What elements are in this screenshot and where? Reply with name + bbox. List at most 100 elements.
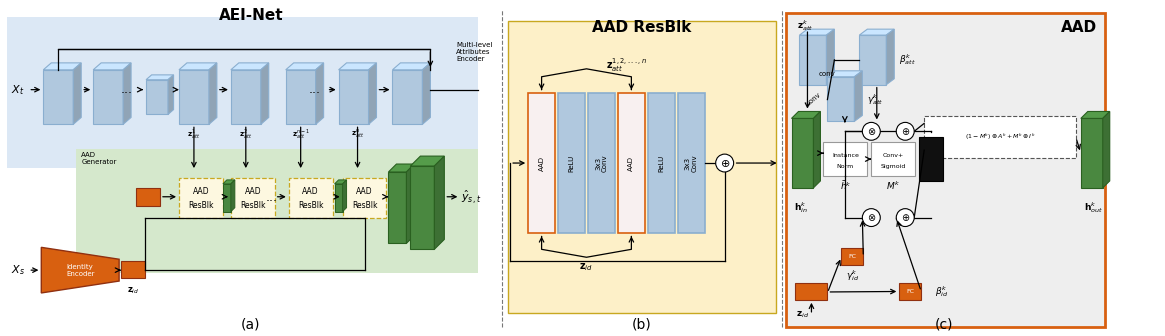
Text: ResBlk: ResBlk [352,201,377,210]
FancyBboxPatch shape [508,21,776,313]
FancyBboxPatch shape [231,178,275,218]
Polygon shape [285,70,316,124]
Polygon shape [73,63,82,124]
Polygon shape [41,247,119,293]
Polygon shape [410,156,444,166]
Text: FC: FC [906,289,915,294]
Text: $X_s$: $X_s$ [12,263,26,277]
Text: Norm: Norm [836,164,854,169]
Polygon shape [146,75,174,80]
Text: $\mathbf{z}^{n-1}_{att}$: $\mathbf{z}^{n-1}_{att}$ [291,127,310,141]
Text: $\hat{y}_{s,t}$: $\hat{y}_{s,t}$ [461,188,481,206]
FancyBboxPatch shape [617,93,645,234]
Text: ...: ... [309,83,320,96]
Text: (c): (c) [934,318,953,332]
Text: ResBlk: ResBlk [240,201,266,210]
Polygon shape [407,164,415,243]
Text: AAD: AAD [303,187,319,196]
Text: $\gamma^k_{att}$: $\gamma^k_{att}$ [867,92,884,107]
Polygon shape [827,71,862,77]
Text: ReLU: ReLU [569,155,574,172]
Polygon shape [854,71,862,121]
Text: conv: conv [805,92,821,107]
Text: Instance: Instance [832,153,859,158]
Polygon shape [368,63,376,124]
FancyBboxPatch shape [899,283,922,300]
Circle shape [862,122,881,140]
Polygon shape [261,63,269,124]
Polygon shape [334,180,346,184]
Circle shape [896,122,915,140]
Text: $\mathbf{z}_{id}$: $\mathbf{z}_{id}$ [127,285,140,296]
FancyBboxPatch shape [841,248,863,265]
Text: $\otimes$: $\otimes$ [867,212,876,223]
Polygon shape [339,63,376,70]
FancyBboxPatch shape [76,149,479,273]
Polygon shape [799,35,826,85]
Text: ReLU: ReLU [658,155,664,172]
Text: AAD: AAD [628,156,635,171]
FancyBboxPatch shape [343,178,387,218]
FancyBboxPatch shape [924,117,1075,158]
Text: $\oplus$: $\oplus$ [901,212,910,223]
Polygon shape [93,70,123,124]
Polygon shape [223,184,231,212]
Polygon shape [887,29,895,85]
Polygon shape [223,180,235,184]
Text: $\oplus$: $\oplus$ [901,126,910,137]
FancyBboxPatch shape [121,261,146,278]
Text: $\mathbf{z}_{id}$: $\mathbf{z}_{id}$ [797,310,810,320]
Polygon shape [423,63,430,124]
Polygon shape [231,180,235,212]
FancyBboxPatch shape [824,142,867,176]
Polygon shape [860,29,895,35]
Polygon shape [316,63,324,124]
FancyBboxPatch shape [528,93,555,234]
Text: AAD ResBlk: AAD ResBlk [592,20,692,35]
Circle shape [896,209,915,226]
Polygon shape [826,29,834,85]
Polygon shape [388,172,407,243]
Polygon shape [231,70,261,124]
Text: $M^k$: $M^k$ [887,180,901,192]
Polygon shape [339,70,368,124]
FancyBboxPatch shape [678,93,705,234]
FancyBboxPatch shape [648,93,675,234]
Text: $\mathbf{z}^{n}_{att}$: $\mathbf{z}^{n}_{att}$ [351,127,365,139]
Text: ...: ... [266,191,277,204]
Text: Multi-level
Attributes
Encoder: Multi-level Attributes Encoder [457,42,493,62]
Text: $\mathbf{z}^2_{att}$: $\mathbf{z}^2_{att}$ [239,127,253,141]
Text: ...: ... [121,83,133,96]
Polygon shape [179,63,217,70]
Polygon shape [435,156,444,249]
Text: AAD: AAD [1061,20,1097,35]
Polygon shape [209,63,217,124]
FancyBboxPatch shape [179,178,223,218]
Polygon shape [285,63,324,70]
Text: $\mathbf{z}_{id}$: $\mathbf{z}_{id}$ [579,261,593,273]
Text: $\mathbf{h}^k_{out}$: $\mathbf{h}^k_{out}$ [1083,200,1103,215]
Polygon shape [179,70,209,124]
Polygon shape [168,75,174,115]
Text: $\bar{h}^k$: $\bar{h}^k$ [840,179,852,192]
Text: $\mathbf{z}^{1,2,...,n}_{att}$: $\mathbf{z}^{1,2,...,n}_{att}$ [606,57,648,74]
Text: Identity
Encoder: Identity Encoder [66,264,94,277]
Polygon shape [388,164,415,172]
Polygon shape [799,29,834,35]
Text: AEI-Net: AEI-Net [219,8,283,23]
Text: ResBlk: ResBlk [298,201,324,210]
Text: $\mathbf{z}^k_{att}$: $\mathbf{z}^k_{att}$ [798,18,814,33]
Text: $\beta^k_{att}$: $\beta^k_{att}$ [899,52,916,67]
FancyBboxPatch shape [558,93,585,234]
Text: $\mathbf{h}^k_{in}$: $\mathbf{h}^k_{in}$ [795,200,809,215]
Text: conv: conv [819,71,835,77]
FancyBboxPatch shape [919,137,944,181]
Text: $\gamma^k_{id}$: $\gamma^k_{id}$ [846,268,859,283]
Polygon shape [43,70,73,124]
Text: AAD
Generator: AAD Generator [82,152,116,165]
Polygon shape [123,63,132,124]
Polygon shape [393,63,430,70]
Polygon shape [410,166,435,249]
Circle shape [715,154,734,172]
Text: Conv+: Conv+ [883,153,904,158]
